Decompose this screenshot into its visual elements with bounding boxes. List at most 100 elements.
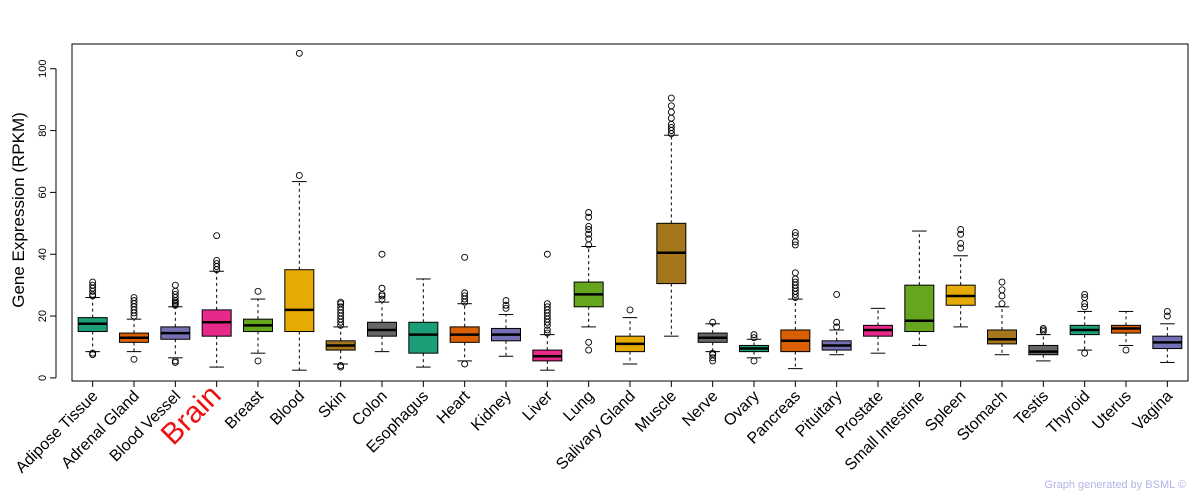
outlier-point	[750, 331, 758, 339]
outlier-point	[709, 349, 717, 357]
outlier-point	[791, 229, 799, 237]
outlier-point	[254, 287, 262, 295]
outlier-point	[171, 357, 179, 365]
outlier-point	[998, 286, 1006, 294]
outlier-point	[1039, 324, 1047, 332]
x-category-label: Blood	[267, 388, 308, 429]
outlier-point	[171, 290, 179, 298]
outlier-point	[89, 278, 97, 286]
outlier-point	[502, 301, 510, 309]
outlier-point	[254, 357, 262, 365]
outlier-point	[791, 269, 799, 277]
outlier-point	[295, 171, 303, 179]
outlier-point	[626, 306, 634, 314]
outlier-point	[667, 108, 675, 116]
outlier-point	[1081, 294, 1089, 301]
box-stomach	[987, 329, 1017, 345]
outlier-point	[543, 326, 551, 334]
outlier-point	[998, 292, 1006, 300]
outlier-point	[461, 253, 469, 261]
outlier-point	[502, 304, 510, 312]
outlier-point	[585, 338, 593, 346]
x-category-label: Liver	[520, 387, 557, 424]
outlier-point	[667, 102, 675, 110]
outlier-point	[709, 354, 717, 362]
outlier-point	[543, 250, 551, 258]
outlier-point	[213, 232, 221, 240]
outlier-point	[957, 226, 965, 233]
outlier-point	[998, 278, 1006, 286]
outlier-point	[791, 278, 799, 286]
outlier-point	[750, 334, 758, 342]
outlier-point	[337, 298, 345, 306]
outlier-point	[171, 281, 179, 289]
outlier-point	[585, 226, 593, 233]
y-tick-label: 80	[37, 124, 49, 136]
outlier-point	[585, 346, 593, 354]
outlier-point	[543, 329, 551, 337]
outlier-point	[1081, 290, 1089, 298]
box-small-intestine	[904, 284, 935, 333]
x-category-label: Kidney	[468, 388, 515, 435]
outlier-point	[1081, 349, 1089, 357]
outlier-point	[461, 292, 469, 300]
outlier-point	[833, 318, 841, 326]
outlier-point	[543, 303, 551, 311]
outlier-point	[378, 295, 386, 303]
outlier-point	[1163, 312, 1171, 320]
outlier-point	[89, 349, 97, 357]
outlier-point	[213, 256, 221, 264]
outlier-point	[957, 230, 965, 238]
x-category-label: Uterus	[1089, 388, 1134, 433]
outlier-point	[667, 94, 675, 102]
outlier-point	[585, 241, 593, 249]
x-category-label: Vagina	[1130, 388, 1176, 434]
outlier-point	[213, 260, 221, 267]
outlier-point	[295, 49, 303, 57]
outlier-point	[791, 241, 799, 249]
outlier-point	[378, 284, 386, 292]
outlier-point	[585, 230, 593, 238]
outlier-point	[1081, 303, 1089, 311]
x-category-label: Breast	[222, 387, 267, 432]
x-category-label: Thyroid	[1044, 388, 1094, 438]
outlier-point	[502, 297, 510, 305]
outlier-point	[791, 232, 799, 240]
outlier-point	[543, 300, 551, 308]
x-category-label: Muscle	[632, 388, 680, 436]
outlier-point	[130, 294, 138, 301]
outlier-point	[709, 318, 717, 326]
plot-frame	[71, 43, 1189, 382]
box-testis	[1028, 344, 1059, 356]
box-esophagus	[408, 321, 439, 354]
outlier-point	[585, 213, 593, 221]
x-category-label: Skin	[315, 388, 349, 422]
x-category-label: Nerve	[679, 388, 721, 430]
outlier-point	[130, 297, 138, 305]
outlier-point	[378, 250, 386, 258]
outlier-point	[1163, 307, 1171, 315]
outlier-point	[667, 124, 675, 131]
outlier-point	[461, 289, 469, 297]
outlier-point	[337, 303, 345, 311]
credit-text: Graph generated by BSML ©	[1044, 479, 1186, 491]
x-category-label: Lung	[560, 388, 597, 425]
outlier-point	[833, 323, 841, 331]
outlier-point	[750, 357, 758, 365]
outlier-point	[957, 239, 965, 247]
outlier-point	[667, 114, 675, 122]
y-tick-label: 0	[37, 375, 49, 381]
y-tick-label: 100	[37, 60, 49, 78]
outlier-point	[585, 235, 593, 243]
outlier-point	[998, 300, 1006, 308]
outlier-point	[1122, 346, 1130, 354]
outlier-point	[89, 281, 97, 289]
outlier-point	[957, 244, 965, 252]
outlier-point	[833, 290, 841, 298]
box-blood	[284, 269, 315, 333]
y-tick-label: 40	[37, 248, 49, 260]
outlier-point	[585, 222, 593, 230]
outlier-point	[461, 360, 469, 368]
